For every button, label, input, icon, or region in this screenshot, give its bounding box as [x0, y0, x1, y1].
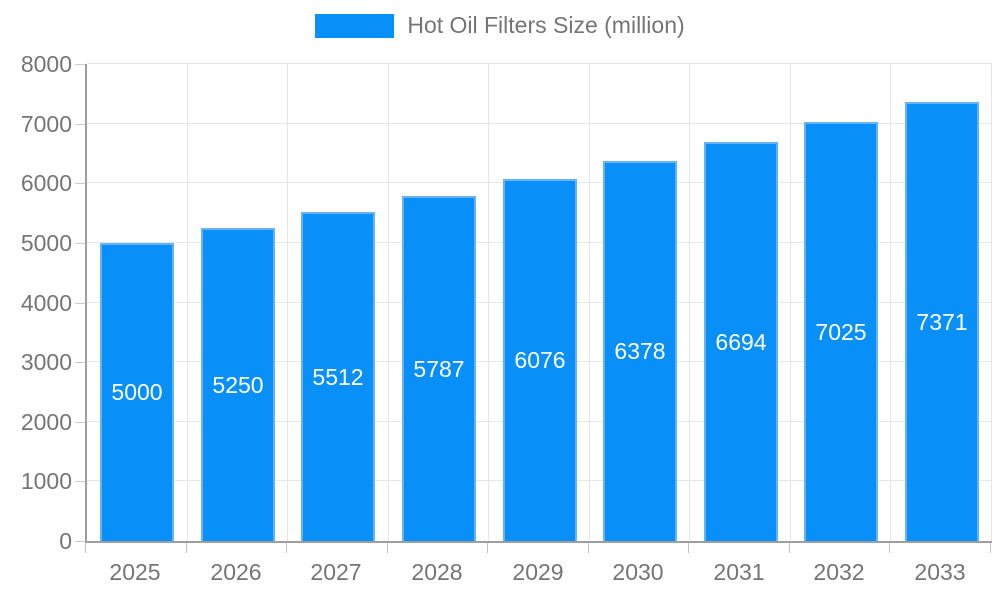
y-axis-tick-label-6000: 6000 [20, 170, 72, 197]
x-axis-tick-label-2031: 2031 [713, 559, 765, 585]
x-axis-tick-label-2029: 2029 [512, 559, 564, 585]
y-axis-tick-mark [75, 64, 85, 65]
bar-2025[interactable] [100, 243, 174, 541]
x-axis-tick-label-2032: 2032 [813, 559, 865, 585]
v-gridline [186, 64, 188, 541]
y-axis-tick-mark [75, 123, 85, 125]
y-axis-tick-mark [75, 242, 85, 244]
x-axis-tick-label-2028: 2028 [411, 559, 463, 585]
y-axis-tick-label-5000: 5000 [20, 229, 72, 256]
x-axis-tick-mark [85, 543, 86, 553]
v-gridline [488, 64, 490, 541]
x-axis-tick-mark [889, 543, 891, 553]
x-axis-tick-label-2030: 2030 [612, 559, 664, 585]
y-axis-tick-label-1000: 1000 [20, 468, 72, 495]
y-axis-tick-label-8000: 8000 [20, 51, 72, 77]
y-axis-tick-mark [75, 362, 85, 364]
bar-2027[interactable] [301, 212, 375, 541]
bar-value-label-2030: 6378 [614, 338, 666, 364]
plot-area: 5000 5250 5512 5787 6076 6378 6694 7025 7371 [85, 63, 992, 543]
legend-swatch [315, 13, 395, 38]
y-axis-tick-label-2000: 2000 [20, 408, 72, 435]
bar-value-label-2032: 7025 [815, 319, 867, 345]
bar-2032[interactable] [804, 122, 878, 541]
v-gridline [287, 64, 289, 541]
legend[interactable]: Hot Oil Filters Size (million) [0, 12, 1000, 39]
v-gridline [689, 64, 691, 541]
h-gridline-7000 [87, 122, 992, 124]
y-axis-tick-mark [75, 183, 85, 185]
x-axis-tick-label-2025: 2025 [109, 559, 161, 585]
x-axis-tick-mark [185, 543, 187, 553]
y-axis-tick-mark [75, 302, 85, 304]
y-axis-tick-label-7000: 7000 [20, 110, 72, 137]
bar-2031[interactable] [704, 142, 778, 541]
bar-value-label-2029: 6076 [514, 347, 566, 373]
v-gridline [387, 64, 389, 541]
x-axis-tick-mark [487, 543, 489, 553]
bar-2033[interactable] [905, 102, 979, 541]
y-axis-tick-mark [75, 541, 85, 542]
x-axis-tick-mark [386, 543, 388, 553]
x-axis-tick-label-2033: 2033 [914, 559, 966, 585]
v-gridline [991, 64, 992, 541]
bar-value-label-2025: 5000 [111, 379, 163, 405]
y-axis-tick-label-3000: 3000 [20, 349, 72, 376]
y-axis-tick-label-0: 0 [59, 528, 72, 554]
h-gridline-8000 [87, 63, 992, 64]
x-axis-tick-label-2026: 2026 [210, 559, 262, 585]
v-gridline [890, 64, 892, 541]
x-axis-tick-label-2027: 2027 [310, 559, 362, 585]
v-gridline [789, 64, 791, 541]
bar-value-label-2028: 5787 [413, 356, 465, 382]
legend-label: Hot Oil Filters Size (million) [407, 12, 685, 38]
v-gridline [588, 64, 590, 541]
x-axis-tick-mark [587, 543, 589, 553]
x-axis-tick-mark [788, 543, 790, 553]
bar-value-label-2031: 6694 [715, 329, 767, 355]
bar-2029[interactable] [503, 179, 577, 541]
bar-value-label-2027: 5512 [312, 364, 364, 390]
x-axis-tick-mark [688, 543, 690, 553]
bar-2026[interactable] [201, 228, 275, 541]
y-axis-tick-mark [75, 421, 85, 423]
bar-2030[interactable] [603, 161, 677, 541]
x-axis-tick-mark [286, 543, 288, 553]
bar-value-label-2026: 5250 [212, 372, 264, 398]
y-axis-tick-label-4000: 4000 [20, 289, 72, 316]
bar-value-label-2033: 7371 [916, 309, 968, 335]
y-axis-tick-mark [75, 481, 85, 483]
x-axis-tick-mark [990, 543, 991, 553]
bar-2028[interactable] [402, 196, 476, 541]
